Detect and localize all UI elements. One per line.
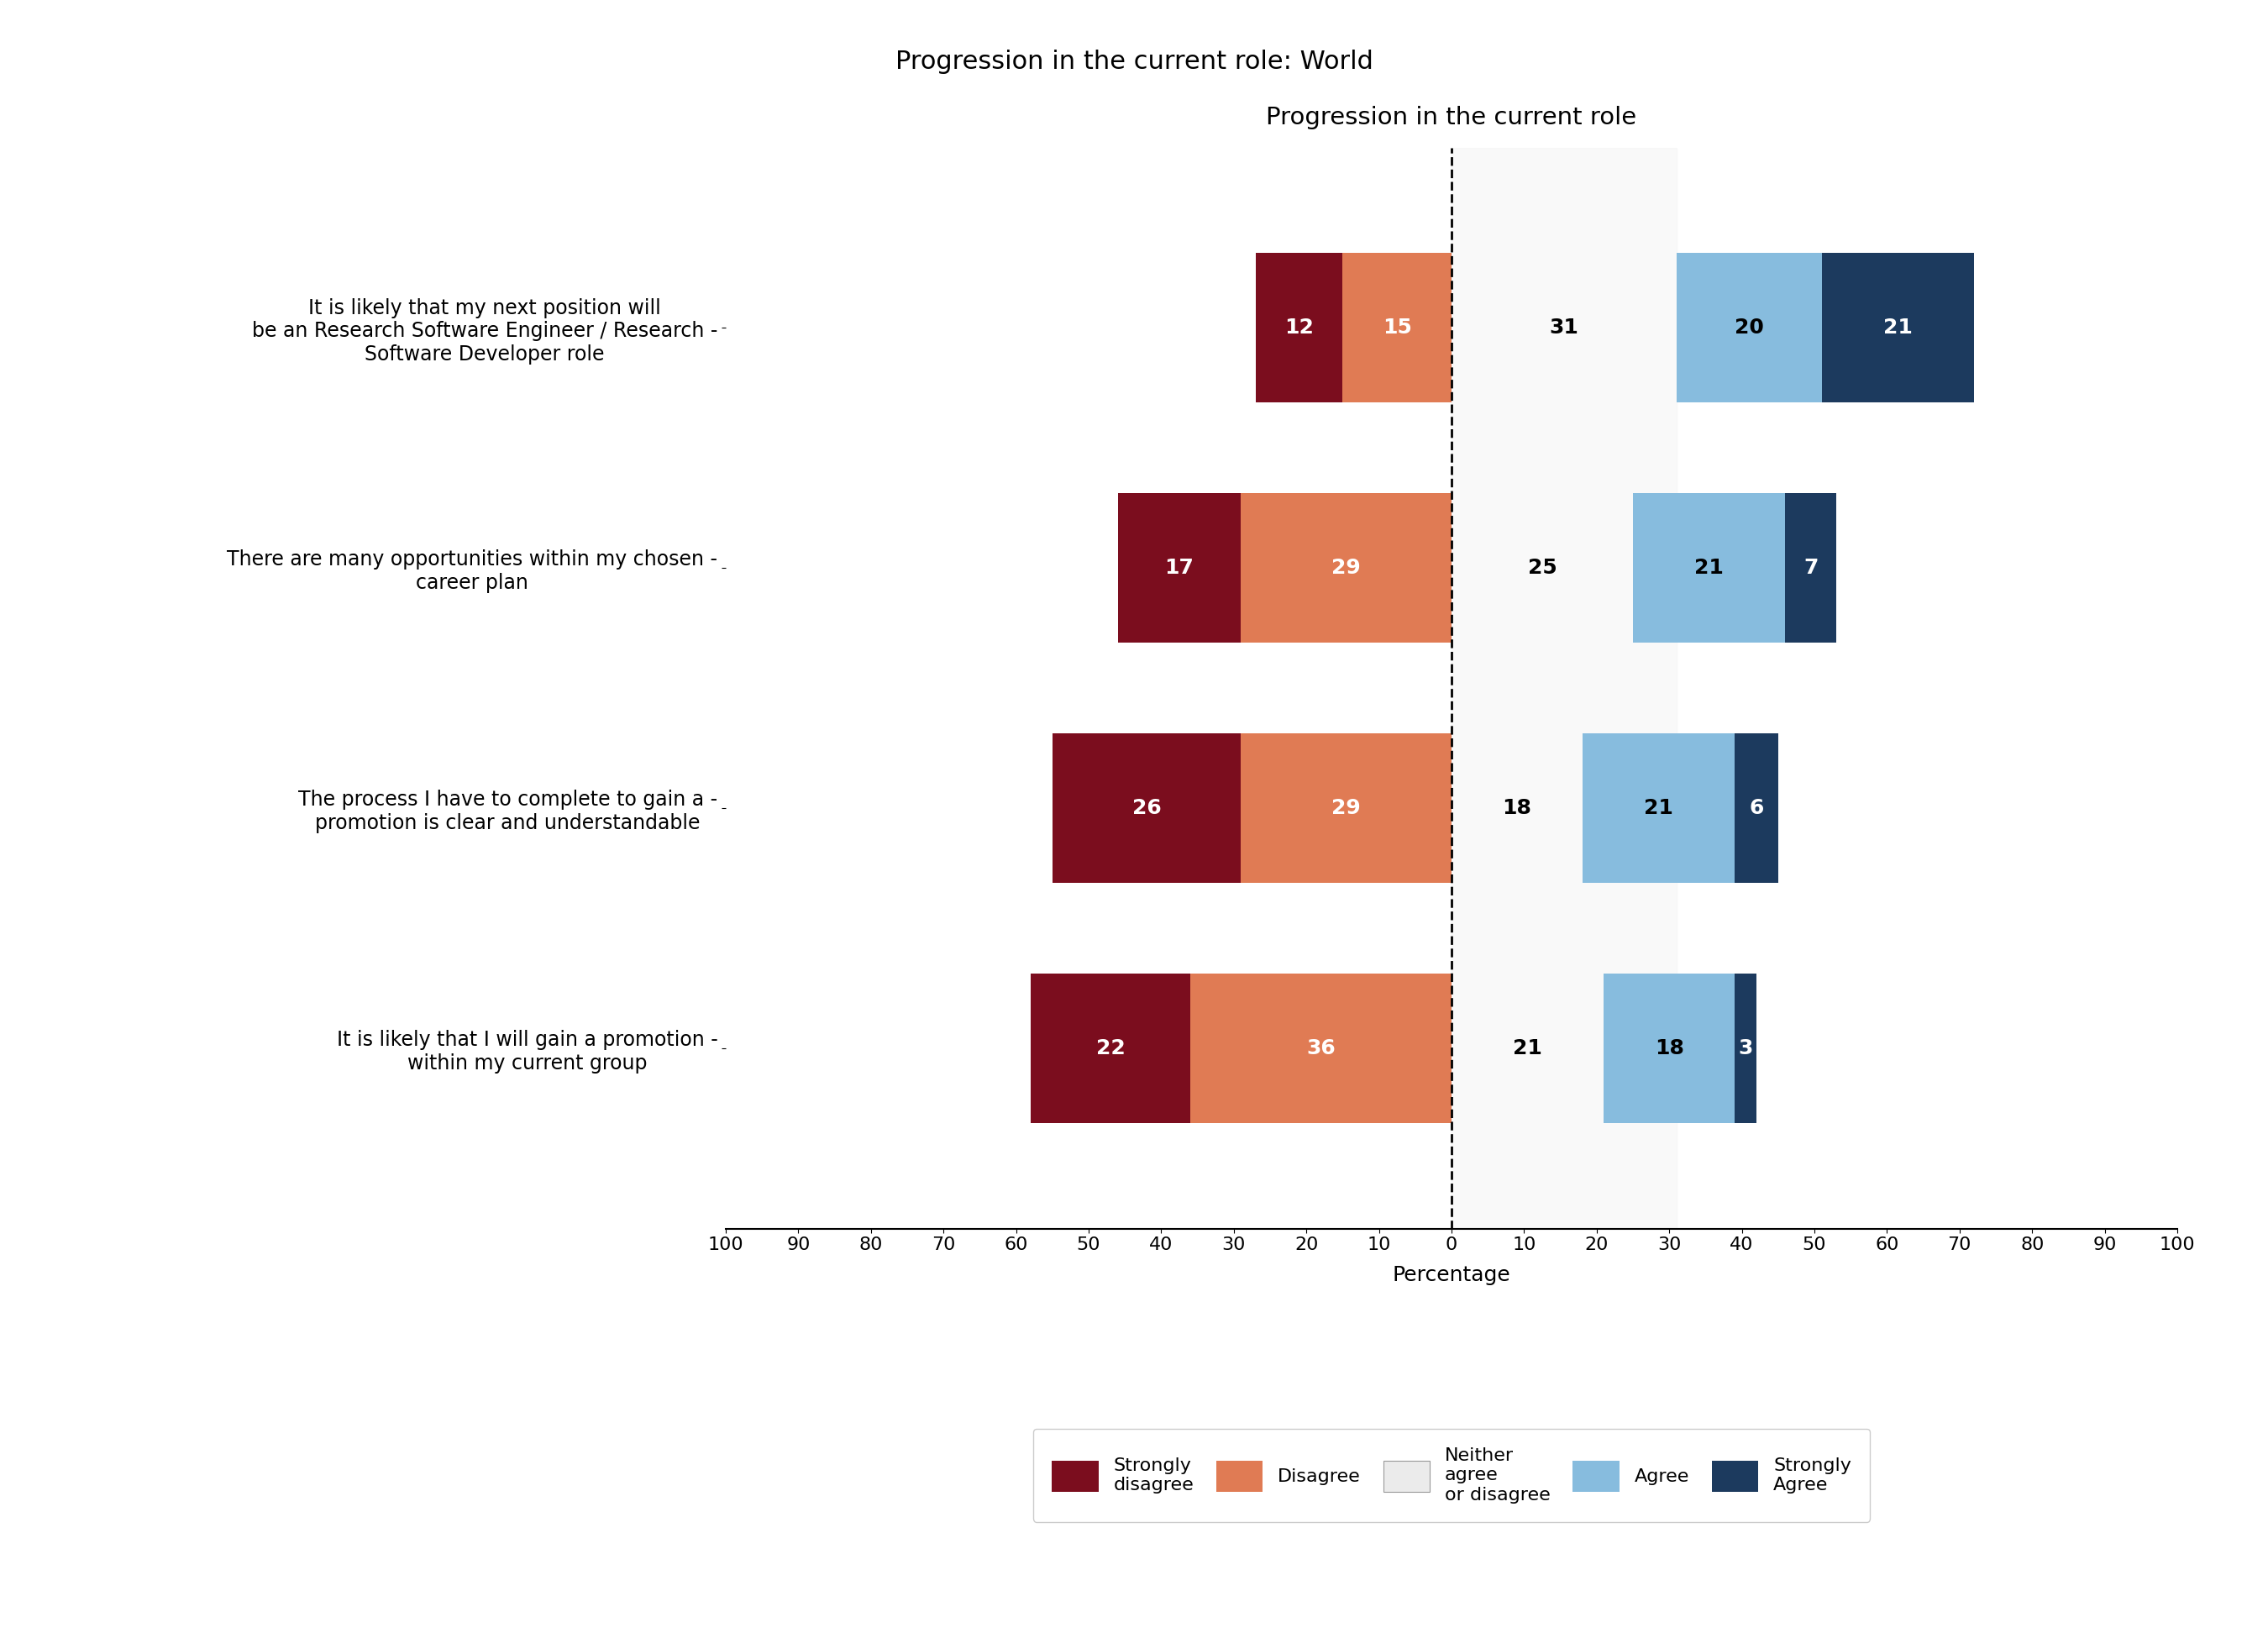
- Text: 7: 7: [1803, 559, 1819, 578]
- Text: 21: 21: [1882, 318, 1912, 337]
- Legend: Strongly
disagree, Disagree, Neither
agree
or disagree, Agree, Strongly
Agree: Strongly disagree, Disagree, Neither agr…: [1034, 1428, 1869, 1522]
- Text: 20: 20: [1735, 318, 1765, 337]
- Text: 25: 25: [1529, 559, 1556, 578]
- Bar: [1785, 493, 1837, 642]
- Text: 17: 17: [1166, 559, 1193, 578]
- Text: 3: 3: [1737, 1038, 1753, 1058]
- Bar: [1735, 734, 1778, 883]
- Bar: [1256, 254, 1343, 401]
- Bar: [1030, 975, 1191, 1122]
- Text: 21: 21: [1513, 1038, 1542, 1058]
- Text: Progression in the current role: World: Progression in the current role: World: [896, 49, 1372, 74]
- Bar: [1343, 254, 1452, 401]
- Bar: [1118, 493, 1241, 642]
- Bar: [1583, 734, 1735, 883]
- X-axis label: Percentage: Percentage: [1393, 1265, 1510, 1286]
- Text: 15: 15: [1383, 318, 1411, 337]
- Bar: [1052, 734, 1241, 883]
- Text: 21: 21: [1694, 559, 1724, 578]
- Bar: [1603, 975, 1735, 1122]
- Bar: [1735, 975, 1755, 1122]
- Bar: [1821, 254, 1973, 401]
- Bar: [1191, 975, 1452, 1122]
- Bar: [1241, 493, 1452, 642]
- Bar: [1241, 734, 1452, 883]
- Text: 31: 31: [1549, 318, 1579, 337]
- Text: 12: 12: [1284, 318, 1313, 337]
- Text: 6: 6: [1749, 798, 1765, 817]
- Text: 26: 26: [1132, 798, 1161, 817]
- Text: 36: 36: [1306, 1038, 1336, 1058]
- Title: Progression in the current role: Progression in the current role: [1266, 105, 1637, 129]
- Text: 21: 21: [1644, 798, 1674, 817]
- Text: 18: 18: [1656, 1038, 1683, 1058]
- Bar: [1452, 147, 1676, 1228]
- Text: 18: 18: [1501, 798, 1531, 817]
- Text: 29: 29: [1331, 559, 1361, 578]
- Bar: [1676, 254, 1821, 401]
- Text: 22: 22: [1095, 1038, 1125, 1058]
- Bar: [1633, 493, 1785, 642]
- Text: 29: 29: [1331, 798, 1361, 817]
